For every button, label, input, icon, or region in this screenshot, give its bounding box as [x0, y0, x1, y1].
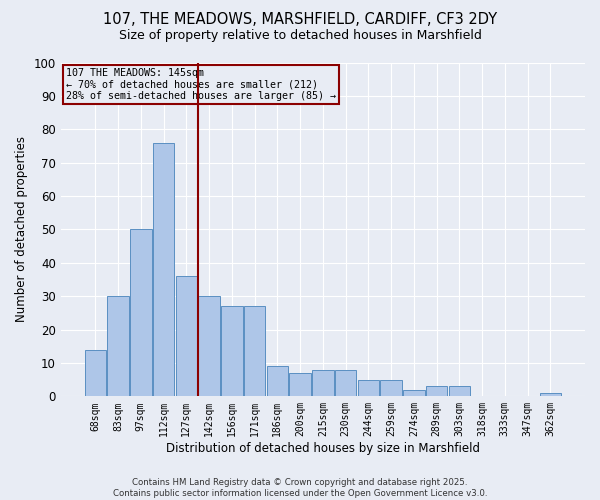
Bar [153, 142, 175, 396]
Bar [403, 390, 425, 396]
Bar [539, 393, 561, 396]
Bar [312, 370, 334, 396]
Bar [107, 296, 129, 396]
Bar [85, 350, 106, 397]
Bar [335, 370, 356, 396]
Text: 107, THE MEADOWS, MARSHFIELD, CARDIFF, CF3 2DY: 107, THE MEADOWS, MARSHFIELD, CARDIFF, C… [103, 12, 497, 28]
Text: Size of property relative to detached houses in Marshfield: Size of property relative to detached ho… [119, 29, 481, 42]
Bar [449, 386, 470, 396]
X-axis label: Distribution of detached houses by size in Marshfield: Distribution of detached houses by size … [166, 442, 480, 455]
Bar [380, 380, 402, 396]
Bar [426, 386, 448, 396]
Bar [176, 276, 197, 396]
Bar [130, 230, 152, 396]
Bar [289, 373, 311, 396]
Text: Contains HM Land Registry data © Crown copyright and database right 2025.
Contai: Contains HM Land Registry data © Crown c… [113, 478, 487, 498]
Bar [221, 306, 242, 396]
Text: 107 THE MEADOWS: 145sqm
← 70% of detached houses are smaller (212)
28% of semi-d: 107 THE MEADOWS: 145sqm ← 70% of detache… [66, 68, 336, 100]
Bar [266, 366, 288, 396]
Bar [244, 306, 265, 396]
Bar [198, 296, 220, 396]
Y-axis label: Number of detached properties: Number of detached properties [15, 136, 28, 322]
Bar [358, 380, 379, 396]
